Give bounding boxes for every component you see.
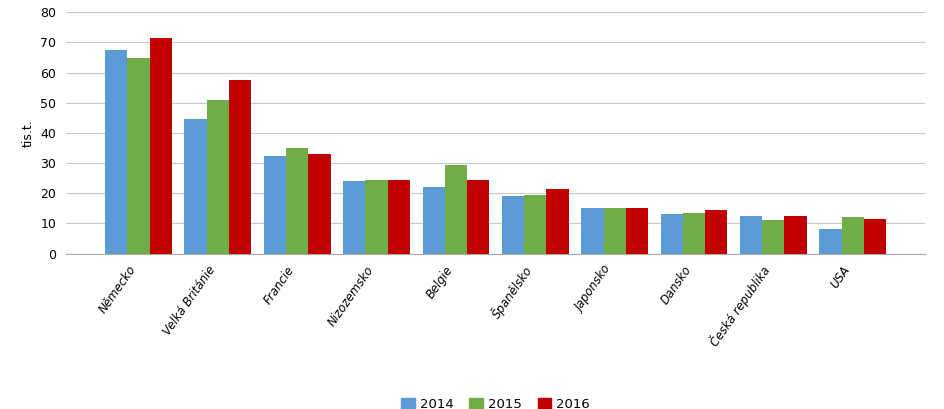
Bar (603, 208, 626, 254)
Bar (365, 180, 388, 254)
Bar (762, 220, 784, 254)
Bar (819, 229, 842, 254)
Bar (184, 119, 207, 254)
Bar (467, 180, 489, 254)
Bar (582, 208, 603, 254)
Bar (524, 195, 547, 254)
Bar (264, 155, 286, 254)
Bar (842, 218, 864, 254)
Bar (286, 148, 309, 254)
Bar (626, 208, 648, 254)
Y-axis label: tis.t.: tis.t. (22, 119, 35, 147)
Bar (423, 187, 445, 254)
Bar (344, 181, 365, 254)
Bar (127, 58, 149, 254)
Bar (864, 219, 886, 254)
Bar (683, 213, 705, 254)
Bar (105, 50, 127, 254)
Bar (502, 196, 524, 254)
Bar (547, 189, 568, 254)
Bar (661, 214, 683, 254)
Bar (740, 216, 762, 254)
Bar (388, 180, 410, 254)
Bar (784, 216, 807, 254)
Bar (207, 100, 229, 254)
Bar (149, 38, 172, 254)
Legend: 2014, 2015, 2016: 2014, 2015, 2016 (396, 393, 595, 409)
Bar (705, 210, 727, 254)
Bar (445, 164, 467, 254)
Bar (309, 154, 330, 254)
Bar (229, 80, 251, 254)
